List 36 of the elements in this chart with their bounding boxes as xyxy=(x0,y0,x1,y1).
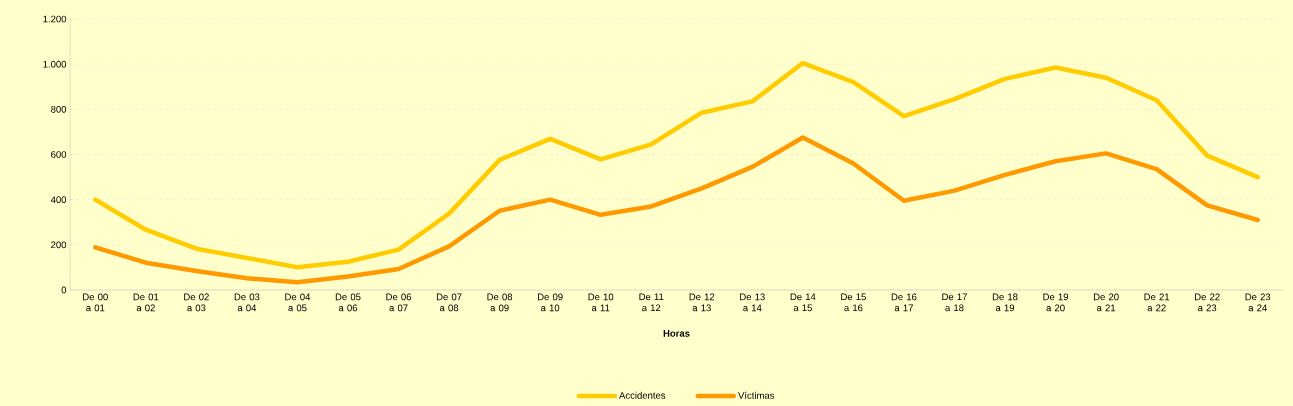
x-tick-label: De 07 a 08 xyxy=(436,293,462,312)
x-tick-label: De 22 a 23 xyxy=(1195,293,1220,312)
y-tick-label: 0 xyxy=(61,286,67,294)
y-tick-label: 200 xyxy=(51,241,67,249)
y-tick-label: 400 xyxy=(50,196,67,204)
x-tick-label: De 17 a 18 xyxy=(942,293,967,312)
line-series xyxy=(93,60,1260,270)
x-tick-label: De 12 a 13 xyxy=(689,293,715,312)
x-tick-label: De 06 a 07 xyxy=(386,293,412,312)
x-tick-label: De 19 a 20 xyxy=(1043,293,1069,312)
x-tick-label: De 20 a 21 xyxy=(1093,293,1119,312)
x-tick-label: De 05 a 06 xyxy=(335,293,361,312)
x-tick-label: De 13 a 14 xyxy=(740,293,765,312)
x-tick-label: De 03 a 04 xyxy=(234,293,260,312)
x-tick-label: De 10 a 11 xyxy=(588,293,614,312)
x-tick-label: De 16 a 17 xyxy=(891,293,917,312)
x-tick-label: De 00 a 01 xyxy=(83,293,108,312)
y-tick-label: 800 xyxy=(51,105,67,113)
line-series xyxy=(93,135,1260,285)
x-tick-label: De 01 a 02 xyxy=(133,293,159,312)
y-tick-label: 1.200 xyxy=(43,15,67,23)
x-tick-label: De 02 a 03 xyxy=(184,293,209,312)
x-tick-label: De 15 a 16 xyxy=(841,293,866,312)
legend-label: Víctimas xyxy=(738,391,775,399)
x-tick-label: De 21 a 22 xyxy=(1144,293,1170,312)
x-tick-label: De 04 a 05 xyxy=(285,293,311,312)
x-tick-label: De 23 a 24 xyxy=(1245,293,1271,312)
x-tick-label: De 09 a 10 xyxy=(538,293,563,312)
x-tick-label: De 08 a 09 xyxy=(487,293,513,312)
y-tick-label: 600 xyxy=(51,151,67,158)
x-axis-title: Horas xyxy=(663,330,690,337)
x-tick-label: De 14 a 15 xyxy=(790,293,816,312)
x-tick-label: De 18 a 19 xyxy=(992,293,1018,312)
x-tick-label: De 11 a 12 xyxy=(639,293,664,312)
legend-label: Accidentes xyxy=(619,391,666,399)
y-tick-label: 1.000 xyxy=(43,60,67,68)
